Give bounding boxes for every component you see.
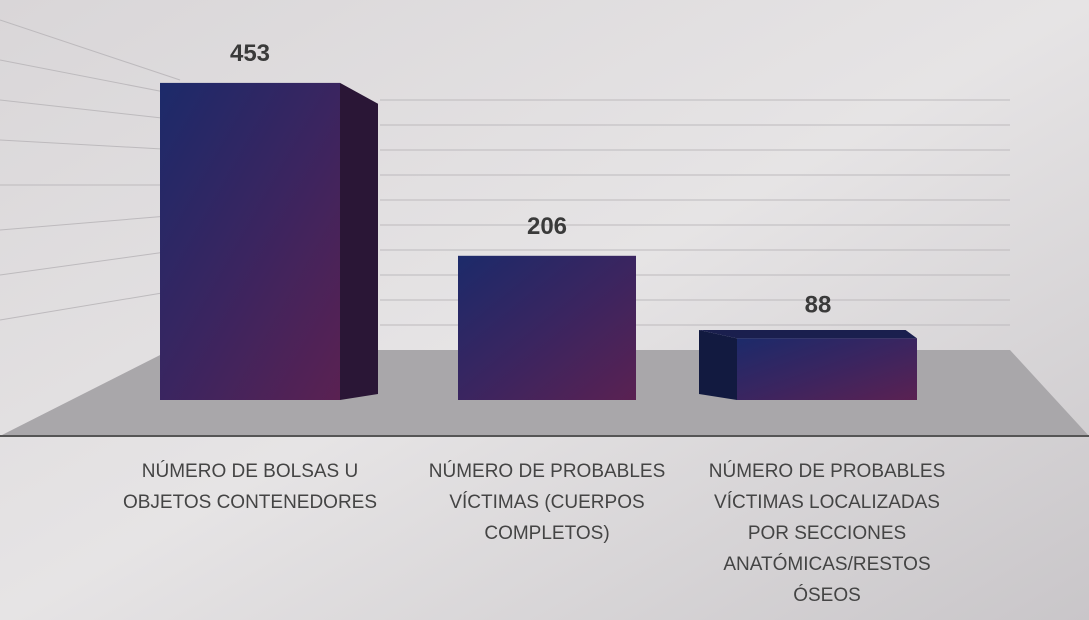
bar-front bbox=[737, 338, 917, 400]
value-label: 453 bbox=[230, 40, 270, 67]
bar-side bbox=[699, 330, 737, 400]
x-tick-label: NÚMERO DE BOLSAS U OBJETOS CONTENEDORES bbox=[123, 460, 377, 513]
bar-front bbox=[458, 255, 636, 400]
bar bbox=[699, 330, 917, 400]
value-label: 88 bbox=[805, 292, 832, 319]
x-tick-label: NÚMERO DE PROBABLES VÍCTIMAS LOCALIZADAS P… bbox=[709, 460, 946, 606]
x-tick-label: NÚMERO DE PROBABLES VÍCTIMAS (CUERPOS COMP… bbox=[429, 460, 666, 544]
value-label: 206 bbox=[527, 213, 567, 240]
bar bbox=[160, 82, 378, 401]
bar-side bbox=[340, 82, 378, 401]
bar bbox=[458, 255, 636, 400]
bar-top bbox=[699, 330, 917, 339]
bar-front bbox=[160, 82, 340, 401]
